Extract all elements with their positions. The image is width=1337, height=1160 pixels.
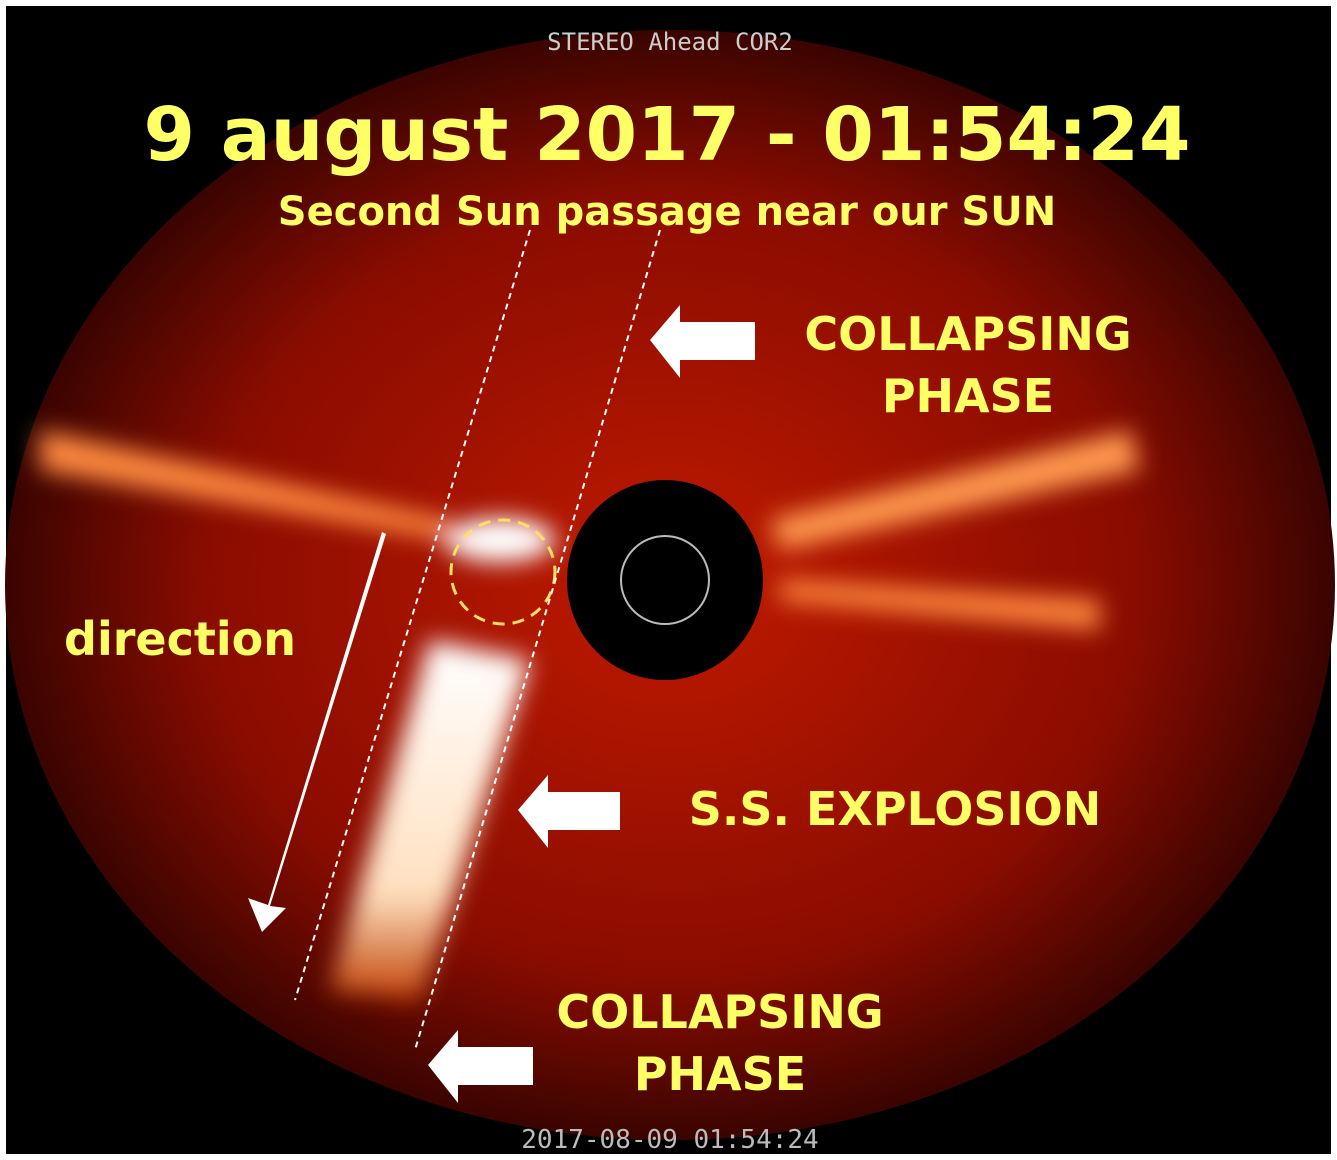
title: 9 august 2017 - 01:54:24 xyxy=(143,92,1190,178)
label-middle: S.S. EXPLOSION xyxy=(689,782,1101,836)
page: STEREO Ahead COR2 9 august 2017 - 01:54:… xyxy=(0,0,1337,1160)
occulter xyxy=(567,480,763,680)
subtitle: Second Sun passage near our SUN xyxy=(278,189,1056,235)
instrument-label: STEREO Ahead COR2 xyxy=(547,28,793,56)
text-line: PHASE xyxy=(882,369,1054,423)
image: STEREO Ahead COR2 9 august 2017 - 01:54:… xyxy=(0,0,1337,1160)
timestamp: 2017-08-09 01:54:24 xyxy=(521,1125,818,1155)
text-line: PHASE xyxy=(634,1047,806,1101)
text-line: COLLAPSING xyxy=(556,985,883,1039)
text-line: COLLAPSING xyxy=(804,307,1131,361)
label-direction: direction xyxy=(64,612,296,666)
